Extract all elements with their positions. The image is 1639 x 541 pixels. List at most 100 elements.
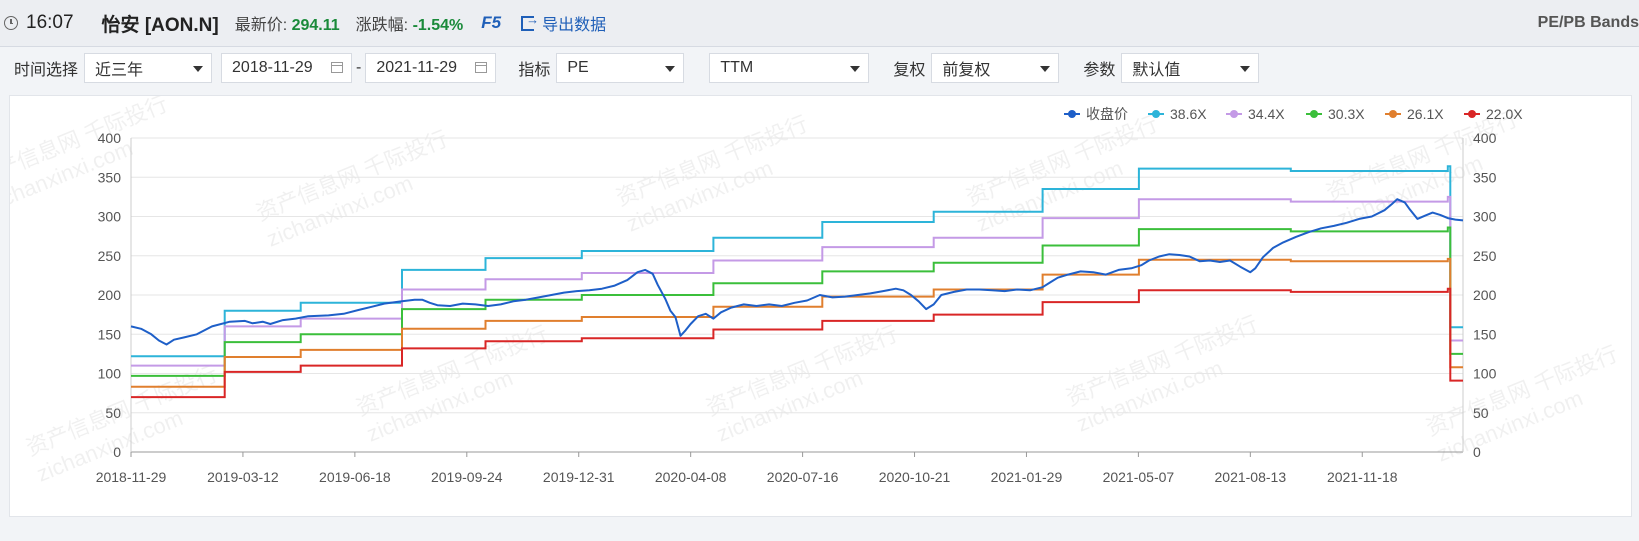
x-tick-label: 2020-07-16 (767, 469, 839, 485)
chevron-down-icon (850, 66, 861, 72)
x-tick-label: 2019-03-12 (207, 469, 279, 485)
adjust-label: 复权 (893, 62, 926, 79)
indicator-label: 指标 (518, 62, 551, 79)
y-tick-label-right: 0 (1473, 444, 1481, 460)
indicator-select[interactable]: PE (556, 53, 685, 83)
header-time: 16:07 (26, 12, 74, 33)
chevron-down-icon (1240, 66, 1251, 72)
chevron-down-icon (1040, 66, 1051, 72)
end-date-value: 2021-11-29 (376, 59, 457, 76)
y-tick-label-left: 400 (98, 130, 122, 146)
x-tick-label: 2019-09-24 (431, 469, 503, 485)
band-line-b34 (131, 195, 1463, 367)
y-tick-label-right: 100 (1473, 366, 1497, 382)
band-line-b38 (131, 165, 1463, 358)
legend-marker[interactable] (1068, 110, 1076, 118)
x-tick-label: 2019-06-18 (319, 469, 391, 485)
legend-marker[interactable] (1152, 110, 1160, 118)
ttm-value: TTM (720, 59, 754, 76)
param-value: 默认值 (1132, 62, 1181, 79)
y-tick-label-left: 350 (98, 169, 122, 185)
bands-title: PE/PB Bands (1537, 14, 1639, 31)
legend-marker[interactable] (1389, 110, 1397, 118)
legend-label: 26.1X (1407, 106, 1444, 122)
y-tick-label-left: 0 (113, 444, 121, 460)
x-tick-label: 2021-05-07 (1103, 469, 1175, 485)
x-tick-label: 2021-11-18 (1327, 469, 1398, 485)
x-tick-label: 2020-10-21 (879, 469, 951, 485)
adjust-value: 前复权 (942, 62, 991, 79)
y-tick-label-left: 200 (98, 287, 122, 303)
time-range-select[interactable]: 近三年 (84, 53, 213, 83)
legend-marker[interactable] (1310, 110, 1318, 118)
indicator-value: PE (567, 59, 589, 76)
start-date-input[interactable]: 2018-11-29 (221, 53, 353, 83)
y-tick-label-right: 350 (1473, 169, 1497, 185)
y-tick-label-left: 100 (98, 366, 122, 382)
y-tick-label-right: 300 (1473, 209, 1497, 225)
export-icon (521, 12, 539, 31)
date-separator: - (356, 59, 362, 76)
change-field: 涨跌幅: -1.54% (356, 11, 464, 35)
time-select-label: 时间选择 (14, 62, 79, 79)
band-line-b30 (131, 226, 1463, 377)
calendar-icon (475, 62, 488, 73)
close-price-line (130, 198, 1464, 346)
legend-label: 30.3X (1328, 106, 1365, 122)
export-data-button[interactable]: 导出数据 (521, 11, 606, 35)
y-tick-label-right: 200 (1473, 287, 1497, 303)
time-range-value: 近三年 (95, 62, 144, 79)
price-value: 294.11 (291, 17, 340, 34)
legend-label: 38.6X (1170, 106, 1207, 122)
legend-marker[interactable] (1468, 110, 1476, 118)
legend-label: 34.4X (1248, 106, 1285, 122)
x-tick-label: 2020-04-08 (655, 469, 727, 485)
stock-name: 怡安 [AON.N] (101, 14, 219, 36)
y-tick-label-left: 300 (98, 209, 122, 225)
x-tick-label: 2021-01-29 (991, 469, 1063, 485)
export-label: 导出数据 (542, 17, 607, 34)
y-tick-label-right: 50 (1473, 405, 1489, 421)
price-label: 最新价: (234, 17, 288, 34)
start-date-value: 2018-11-29 (232, 59, 313, 76)
band-line-b22 (131, 287, 1463, 399)
y-tick-label-right: 250 (1473, 248, 1497, 264)
legend-marker[interactable] (1230, 110, 1238, 118)
end-date-input[interactable]: 2021-11-29 (365, 53, 497, 83)
change-label: 涨跌幅: (355, 17, 409, 34)
calendar-icon (331, 62, 344, 73)
chart-panel: 资产信息网 千际投行 zichanxinxi.com 资产信息网 千际投行 zicha… (0, 91, 1632, 517)
ttm-select[interactable]: TTM (709, 53, 870, 83)
change-value: -1.54% (412, 17, 464, 34)
band-line-b26 (131, 257, 1463, 388)
filter-toolbar: 时间选择 近三年 2018-11-29 - 2021-11-29 指标 PE T… (0, 47, 1639, 89)
y-tick-label-left: 250 (98, 248, 122, 264)
chevron-down-icon (665, 66, 676, 72)
adjust-select[interactable]: 前复权 (931, 53, 1060, 83)
f5-hotkey-button[interactable]: F5 (481, 13, 502, 32)
x-tick-label: 2021-08-13 (1215, 469, 1287, 485)
chevron-down-icon (193, 66, 204, 72)
x-tick-label: 2019-12-31 (543, 469, 615, 485)
y-tick-label-left: 50 (105, 405, 121, 421)
param-select[interactable]: 默认值 (1121, 53, 1260, 83)
y-tick-label-right: 150 (1473, 326, 1497, 342)
clock-icon (4, 16, 18, 30)
param-label: 参数 (1083, 62, 1116, 79)
x-tick-label: 2018-11-29 (96, 469, 167, 485)
price-field: 最新价: 294.11 (235, 11, 340, 35)
legend-label: 收盘价 (1086, 106, 1128, 122)
header-bar: 16:07 怡安 [AON.N] 最新价: 294.11 涨跌幅: -1.54%… (0, 0, 1639, 47)
legend-label: 22.0X (1486, 106, 1523, 122)
y-tick-label-right: 400 (1473, 130, 1497, 146)
y-tick-label-left: 150 (98, 326, 122, 342)
